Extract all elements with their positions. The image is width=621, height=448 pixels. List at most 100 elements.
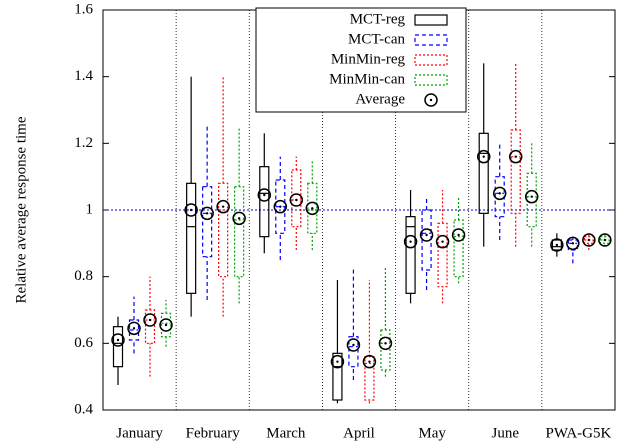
mean-marker <box>257 188 272 202</box>
legend-label: MinMin-reg <box>331 51 406 67</box>
x-tick-label: May <box>418 425 446 441</box>
mean-dot <box>189 208 193 212</box>
mean-dot <box>279 205 282 208</box>
mean-marker <box>419 228 434 242</box>
y-tick-label: 0.8 <box>74 268 93 284</box>
mean-marker <box>598 233 612 247</box>
box <box>332 352 343 401</box>
mean-marker <box>200 206 214 221</box>
x-tick-label: February <box>186 425 241 441</box>
x-tick-label: April <box>343 425 375 441</box>
legend-swatch <box>414 34 448 46</box>
mean-marker <box>566 236 580 251</box>
box <box>234 186 245 278</box>
legend-swatch <box>414 74 448 86</box>
y-tick-label: 1.4 <box>74 68 93 84</box>
box <box>494 176 505 218</box>
box <box>291 169 302 228</box>
box <box>259 166 270 238</box>
mean-marker <box>550 238 564 252</box>
mean-marker <box>127 321 141 336</box>
box <box>218 182 229 278</box>
x-tick-label: March <box>266 425 306 441</box>
box <box>112 326 124 368</box>
mean-marker <box>476 149 491 164</box>
y-tick-label: 1 <box>86 201 94 217</box>
mean-dot <box>555 243 559 247</box>
mean-marker <box>403 234 418 249</box>
mean-marker <box>143 313 157 327</box>
mean-dot <box>164 323 168 327</box>
mean-dot <box>263 193 266 197</box>
mean-dot <box>498 192 501 195</box>
mean-marker <box>111 333 125 347</box>
mean-marker <box>184 203 198 217</box>
mean-dot <box>311 207 314 210</box>
mean-marker <box>273 199 288 214</box>
mean-dot <box>352 343 355 347</box>
y-axis-label: Relative average response time <box>13 116 29 303</box>
box <box>405 216 416 294</box>
mean-dot <box>132 327 136 330</box>
box <box>160 312 172 338</box>
box <box>478 132 489 214</box>
legend-mean-marker <box>424 93 438 107</box>
mean-marker <box>289 193 304 207</box>
mean-dot <box>587 238 591 242</box>
mean-marker <box>378 336 393 351</box>
mean-marker <box>159 318 173 332</box>
mean-dot <box>530 195 533 198</box>
y-tick-label: 0.6 <box>74 335 93 351</box>
box <box>307 182 318 234</box>
legend-label: MCT-reg <box>350 11 406 27</box>
mean-dot <box>482 155 485 158</box>
legend-label: MCT-can <box>348 31 405 47</box>
mean-dot <box>205 212 209 215</box>
x-tick-label: PWA-G5K <box>546 425 612 441</box>
mean-dot <box>237 217 241 220</box>
box <box>437 222 448 288</box>
mean-marker <box>492 186 507 201</box>
legend-label: MinMin-can <box>329 71 405 87</box>
x-tick-label: January <box>116 425 163 441</box>
mean-marker <box>232 211 246 226</box>
mean-marker <box>216 199 230 214</box>
legend-swatch <box>414 54 448 66</box>
box <box>380 329 391 371</box>
mean-dot <box>441 240 444 243</box>
x-tick-label: June <box>492 425 520 441</box>
mean-dot <box>116 338 120 342</box>
mean-marker <box>524 189 539 204</box>
legend-mean-dot <box>429 98 433 102</box>
box <box>453 219 464 278</box>
mean-dot <box>295 198 298 202</box>
mean-dot <box>384 342 387 345</box>
mean-dot <box>457 233 460 237</box>
box <box>364 356 375 401</box>
mean-marker <box>346 338 361 352</box>
mean-dot <box>221 205 225 208</box>
legend-swatch <box>414 14 448 26</box>
box <box>510 129 521 214</box>
mean-dot <box>409 240 412 243</box>
mean-dot <box>148 318 152 322</box>
box <box>144 309 156 344</box>
mean-dot <box>603 238 607 242</box>
box <box>202 186 213 258</box>
mean-dot <box>336 360 339 363</box>
mean-marker <box>582 233 596 247</box>
y-tick-label: 1.6 <box>74 1 93 17</box>
mean-marker <box>435 234 450 249</box>
mean-dot <box>425 233 428 237</box>
y-tick-label: 1.2 <box>74 135 93 151</box>
box <box>186 182 197 294</box>
box <box>551 239 562 251</box>
mean-marker <box>508 149 523 164</box>
mean-marker <box>362 354 377 369</box>
mean-dot <box>368 360 371 363</box>
mean-dot <box>514 155 517 158</box>
box <box>526 172 537 228</box>
mean-dot <box>571 242 575 245</box>
legend-label: Average <box>355 91 405 107</box>
